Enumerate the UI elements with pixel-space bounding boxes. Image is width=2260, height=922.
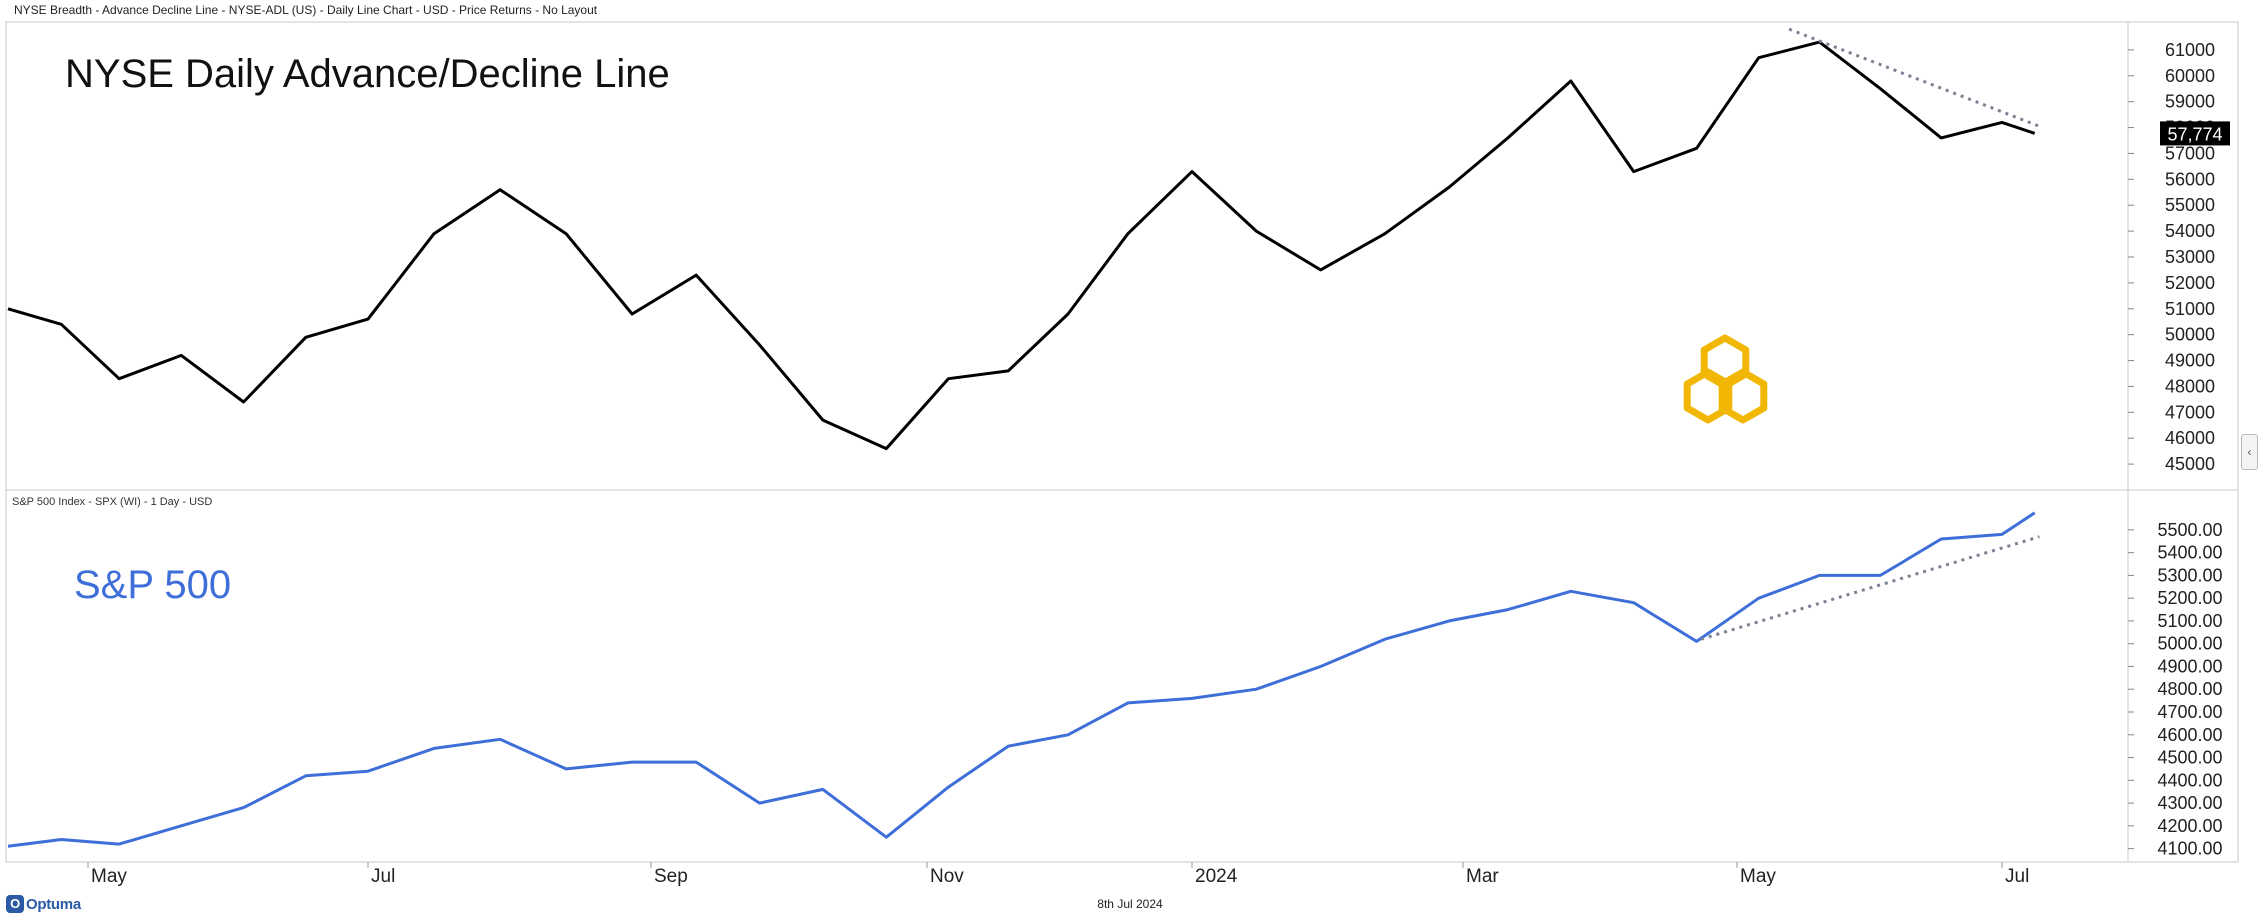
- adl-y-axis: 45000 46000 47000 48000 49000 50000 51000 52000…: [2128, 40, 2230, 474]
- last-value-label: 57,774: [2167, 124, 2222, 144]
- spx-y-tick-label: 4600.00: [2157, 725, 2222, 745]
- chart-border: [5, 21, 2239, 863]
- logo-hex-right: [1718, 368, 1768, 424]
- time-axis: May Jul Sep Nov 2024 Mar May Jul: [6, 861, 2238, 887]
- adl-y-tick-label: 60000: [2165, 66, 2215, 86]
- time-tick-label: Jul: [2005, 866, 2029, 887]
- spx-y-tick-label: 5500.00: [2157, 520, 2222, 540]
- spx-y-tick-label: 4800.00: [2157, 679, 2222, 699]
- spx-chart-title: S&P 500: [74, 563, 231, 607]
- optuma-logo-icon: O Optuma: [6, 895, 81, 913]
- spx-y-tick-label: 4400.00: [2157, 770, 2222, 790]
- adl-y-tick-label: 56000: [2165, 169, 2215, 189]
- spx-y-tick-label: 4300.00: [2157, 793, 2222, 813]
- spx-y-tick-label: 5200.00: [2157, 588, 2222, 608]
- time-tick-label: May: [1740, 866, 1776, 887]
- adl-y-tick-label: 48000: [2165, 376, 2215, 396]
- adl-trendline: [1788, 27, 2040, 128]
- spx-y-tick-label: 5300.00: [2157, 565, 2222, 585]
- time-tick-label: 2024: [1195, 866, 1238, 887]
- adl-y-tick-label: 52000: [2165, 273, 2215, 293]
- adl-y-tick-label: 57000: [2165, 143, 2215, 163]
- time-tick-label: Sep: [654, 866, 688, 887]
- adl-y-tick-label: 47000: [2165, 402, 2215, 422]
- spx-series-line: [7, 511, 2036, 848]
- adl-y-tick-label: 61000: [2165, 40, 2215, 60]
- spx-y-tick-label: 4700.00: [2157, 702, 2222, 722]
- spx-panel-header: S&P 500 Index - SPX (WI) - 1 Day - USD: [12, 496, 212, 508]
- spx-y-tick-label: 4900.00: [2157, 656, 2222, 676]
- adl-plot: [7, 27, 2040, 451]
- brand-name: Optuma: [26, 895, 81, 913]
- spx-plot: [7, 511, 2040, 848]
- last-value-badge: [2160, 121, 2230, 146]
- adl-y-tick-label: 55000: [2165, 195, 2215, 215]
- adl-y-tick-label: 46000: [2165, 428, 2215, 448]
- time-tick-label: Jul: [371, 866, 395, 887]
- chart-frame: [5, 21, 2239, 863]
- spx-y-tick-label: 4200.00: [2157, 816, 2222, 836]
- spx-trendline: [1700, 535, 2040, 641]
- adl-y-tick-label: 59000: [2165, 92, 2215, 112]
- adl-y-tick-label: 45000: [2165, 454, 2215, 474]
- time-tick-label: Nov: [930, 866, 964, 887]
- adl-y-tick-label: 50000: [2165, 325, 2215, 345]
- spx-y-tick-label: 4100.00: [2157, 839, 2222, 859]
- adl-y-tick-label: 53000: [2165, 247, 2215, 267]
- adl-chart-title: NYSE Daily Advance/Decline Line: [65, 52, 670, 96]
- spx-y-tick-label: 4500.00: [2157, 748, 2222, 768]
- footer-date: 8th Jul 2024: [1097, 897, 1163, 911]
- time-tick-label: Mar: [1466, 866, 1499, 887]
- adl-y-tick-label: 51000: [2165, 299, 2215, 319]
- spx-y-tick-label: 5400.00: [2157, 543, 2222, 563]
- adl-series-line: [7, 40, 2036, 451]
- chain-hexagon-logo-icon: [1683, 334, 1768, 424]
- optuma-mark-icon: O: [6, 895, 24, 913]
- chart-header: NYSE Breadth - Advance Decline Line - NY…: [14, 3, 598, 17]
- adl-y-tick-label: 49000: [2165, 351, 2215, 371]
- spx-y-tick-label: 5100.00: [2157, 611, 2222, 631]
- chevron-left-icon[interactable]: ‹: [2241, 434, 2258, 470]
- time-tick-label: May: [91, 866, 127, 887]
- adl-y-tick-label: 54000: [2165, 221, 2215, 241]
- spx-y-tick-label: 5000.00: [2157, 634, 2222, 654]
